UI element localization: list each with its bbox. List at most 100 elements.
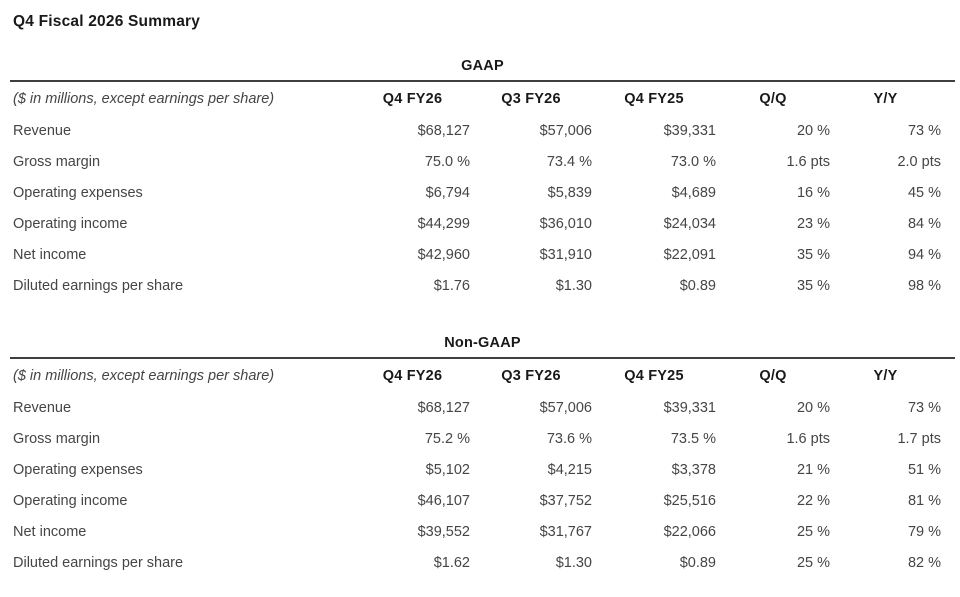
non-gaap-column-header-yy: Y/Y: [873, 367, 898, 384]
non-gaap-section: Non-GAAP ($ in millions, except earnings…: [10, 335, 955, 578]
row-label: Revenue: [13, 122, 72, 139]
cell-value: $4,215: [547, 461, 592, 478]
cell-value: 23 %: [796, 215, 830, 232]
cell-value: 75.0 %: [424, 153, 470, 170]
table-row: Operating expenses $6,794 $5,839 $4,689 …: [10, 177, 955, 208]
non-gaap-table: ($ in millions, except earnings per shar…: [10, 357, 955, 578]
table-row: Diluted earnings per share $1.62 $1.30 $…: [10, 547, 955, 578]
gaap-header-row: ($ in millions, except earnings per shar…: [10, 81, 955, 115]
cell-value: $39,552: [417, 523, 470, 540]
page-title: Q4 Fiscal 2026 Summary: [13, 13, 201, 30]
cell-value: 2.0 pts: [897, 153, 941, 170]
cell-value: $57,006: [539, 122, 592, 139]
table-row: Gross margin 75.0 % 73.4 % 73.0 % 1.6 pt…: [10, 146, 955, 177]
cell-value: 73.4 %: [546, 153, 592, 170]
row-label: Gross margin: [13, 430, 101, 447]
cell-value: $4,689: [671, 184, 716, 201]
cell-value: 21 %: [796, 461, 830, 478]
cell-value: $68,127: [417, 399, 470, 416]
cell-value: $6,794: [425, 184, 470, 201]
cell-value: 98 %: [907, 277, 941, 294]
cell-value: 35 %: [796, 246, 830, 263]
row-label: Operating income: [13, 492, 128, 509]
row-label: Operating expenses: [13, 461, 143, 478]
cell-value: 73 %: [907, 399, 941, 416]
cell-value: $46,107: [417, 492, 470, 509]
table-row: Revenue $68,127 $57,006 $39,331 20 % 73 …: [10, 392, 955, 423]
cell-value: 73 %: [907, 122, 941, 139]
cell-value: $22,066: [663, 523, 716, 540]
gaap-section-title: GAAP: [461, 58, 504, 74]
cell-value: 79 %: [907, 523, 941, 540]
cell-value: $1.30: [555, 277, 592, 294]
table-row: Gross margin 75.2 % 73.6 % 73.5 % 1.6 pt…: [10, 423, 955, 454]
row-label: Gross margin: [13, 153, 101, 170]
cell-value: 1.6 pts: [786, 153, 830, 170]
cell-value: $25,516: [663, 492, 716, 509]
cell-value: 35 %: [796, 277, 830, 294]
cell-value: 73.0 %: [670, 153, 716, 170]
table-row: Net income $39,552 $31,767 $22,066 25 % …: [10, 516, 955, 547]
cell-value: 16 %: [796, 184, 830, 201]
row-label: Operating expenses: [13, 184, 143, 201]
row-label: Net income: [13, 523, 87, 540]
cell-value: $44,299: [417, 215, 470, 232]
cell-value: 75.2 %: [424, 430, 470, 447]
non-gaap-header-row: ($ in millions, except earnings per shar…: [10, 358, 955, 392]
non-gaap-section-title: Non-GAAP: [444, 335, 521, 351]
page: Q4 Fiscal 2026 Summary GAAP ($ in millio…: [0, 12, 960, 578]
cell-value: 1.6 pts: [786, 430, 830, 447]
cell-value: 1.7 pts: [897, 430, 941, 447]
table-row: Revenue $68,127 $57,006 $39,331 20 % 73 …: [10, 115, 955, 146]
non-gaap-column-header-qq: Q/Q: [759, 367, 787, 384]
gaap-column-header-q4fy25: Q4 FY25: [624, 90, 684, 107]
cell-value: 73.6 %: [546, 430, 592, 447]
gaap-column-header-q3fy26: Q3 FY26: [501, 90, 561, 107]
cell-value: 25 %: [796, 554, 830, 571]
cell-value: 73.5 %: [670, 430, 716, 447]
cell-value: $5,102: [425, 461, 470, 478]
row-label: Diluted earnings per share: [13, 277, 184, 294]
cell-value: 81 %: [907, 492, 941, 509]
cell-value: $1.62: [433, 554, 470, 571]
gaap-unit-note: ($ in millions, except earnings per shar…: [13, 90, 275, 107]
cell-value: $31,767: [539, 523, 592, 540]
cell-value: $39,331: [663, 399, 716, 416]
cell-value: $39,331: [663, 122, 716, 139]
cell-value: 20 %: [796, 122, 830, 139]
table-row: Net income $42,960 $31,910 $22,091 35 % …: [10, 239, 955, 270]
cell-value: 45 %: [907, 184, 941, 201]
row-label: Net income: [13, 246, 87, 263]
cell-value: $0.89: [679, 277, 716, 294]
cell-value: $3,378: [671, 461, 716, 478]
cell-value: 94 %: [907, 246, 941, 263]
row-label: Revenue: [13, 399, 72, 416]
cell-value: $1.30: [555, 554, 592, 571]
cell-value: $5,839: [547, 184, 592, 201]
table-row: Operating income $44,299 $36,010 $24,034…: [10, 208, 955, 239]
cell-value: 25 %: [796, 523, 830, 540]
cell-value: $36,010: [539, 215, 592, 232]
cell-value: 51 %: [907, 461, 941, 478]
table-row: Operating income $46,107 $37,752 $25,516…: [10, 485, 955, 516]
non-gaap-column-header-q4fy25: Q4 FY25: [624, 367, 684, 384]
cell-value: 20 %: [796, 399, 830, 416]
row-label: Diluted earnings per share: [13, 554, 184, 571]
cell-value: 82 %: [907, 554, 941, 571]
cell-value: $31,910: [539, 246, 592, 263]
non-gaap-column-header-q3fy26: Q3 FY26: [501, 367, 561, 384]
non-gaap-column-header-q4fy26: Q4 FY26: [382, 367, 443, 384]
non-gaap-unit-note: ($ in millions, except earnings per shar…: [13, 367, 275, 384]
cell-value: 22 %: [796, 492, 830, 509]
table-row: Diluted earnings per share $1.76 $1.30 $…: [10, 270, 955, 301]
cell-value: $1.76: [433, 277, 470, 294]
cell-value: $57,006: [539, 399, 592, 416]
row-label: Operating income: [13, 215, 128, 232]
table-row: Operating expenses $5,102 $4,215 $3,378 …: [10, 454, 955, 485]
cell-value: $68,127: [417, 122, 470, 139]
cell-value: $22,091: [663, 246, 716, 263]
gaap-section: GAAP ($ in millions, except earnings per…: [10, 58, 955, 301]
gaap-table: ($ in millions, except earnings per shar…: [10, 80, 955, 301]
gaap-column-header-qq: Q/Q: [759, 90, 787, 107]
gaap-column-header-yy: Y/Y: [873, 90, 898, 107]
